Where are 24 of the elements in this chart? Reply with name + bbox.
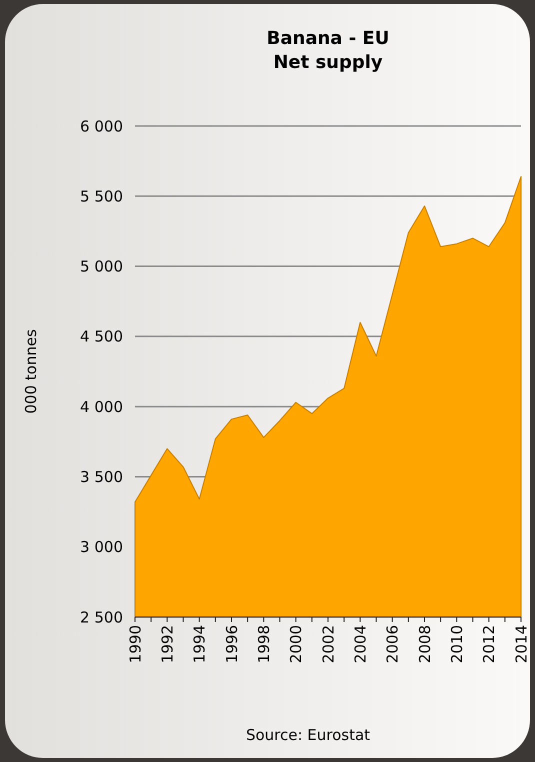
y-tick-label: 2 500: [80, 608, 123, 626]
x-tick-label: 2002: [319, 625, 338, 664]
x-tick-label: 1990: [126, 625, 144, 664]
x-tick-label: 2000: [287, 625, 306, 664]
y-tick-label: 4 000: [80, 398, 123, 416]
x-tick-label: 2012: [480, 625, 498, 664]
x-tick-label: 1992: [158, 625, 176, 664]
y-tick-label: 3 500: [80, 468, 123, 486]
x-tick-label: 1996: [222, 625, 241, 664]
x-tick-label: 2006: [384, 625, 402, 664]
x-tick-label: 2004: [351, 625, 370, 664]
source-note: Source: Eurostat: [246, 726, 370, 744]
y-tick-label: 3 000: [80, 538, 123, 556]
y-axis-title: 000 tonnes: [22, 329, 40, 414]
y-tick-label: 5 000: [80, 258, 123, 276]
x-tick-label: 2014: [512, 625, 530, 664]
y-tick-label: 5 500: [80, 187, 123, 206]
chart-title: Banana - EU Net supply: [266, 28, 390, 73]
x-tick-label: 1994: [190, 625, 209, 664]
y-tick-label: 4 500: [80, 328, 123, 346]
x-tick-label: 2010: [448, 625, 466, 664]
y-tick-label: 6 000: [80, 117, 123, 136]
x-tick-label: 2008: [416, 625, 434, 664]
x-tick-label: 1998: [254, 625, 273, 664]
